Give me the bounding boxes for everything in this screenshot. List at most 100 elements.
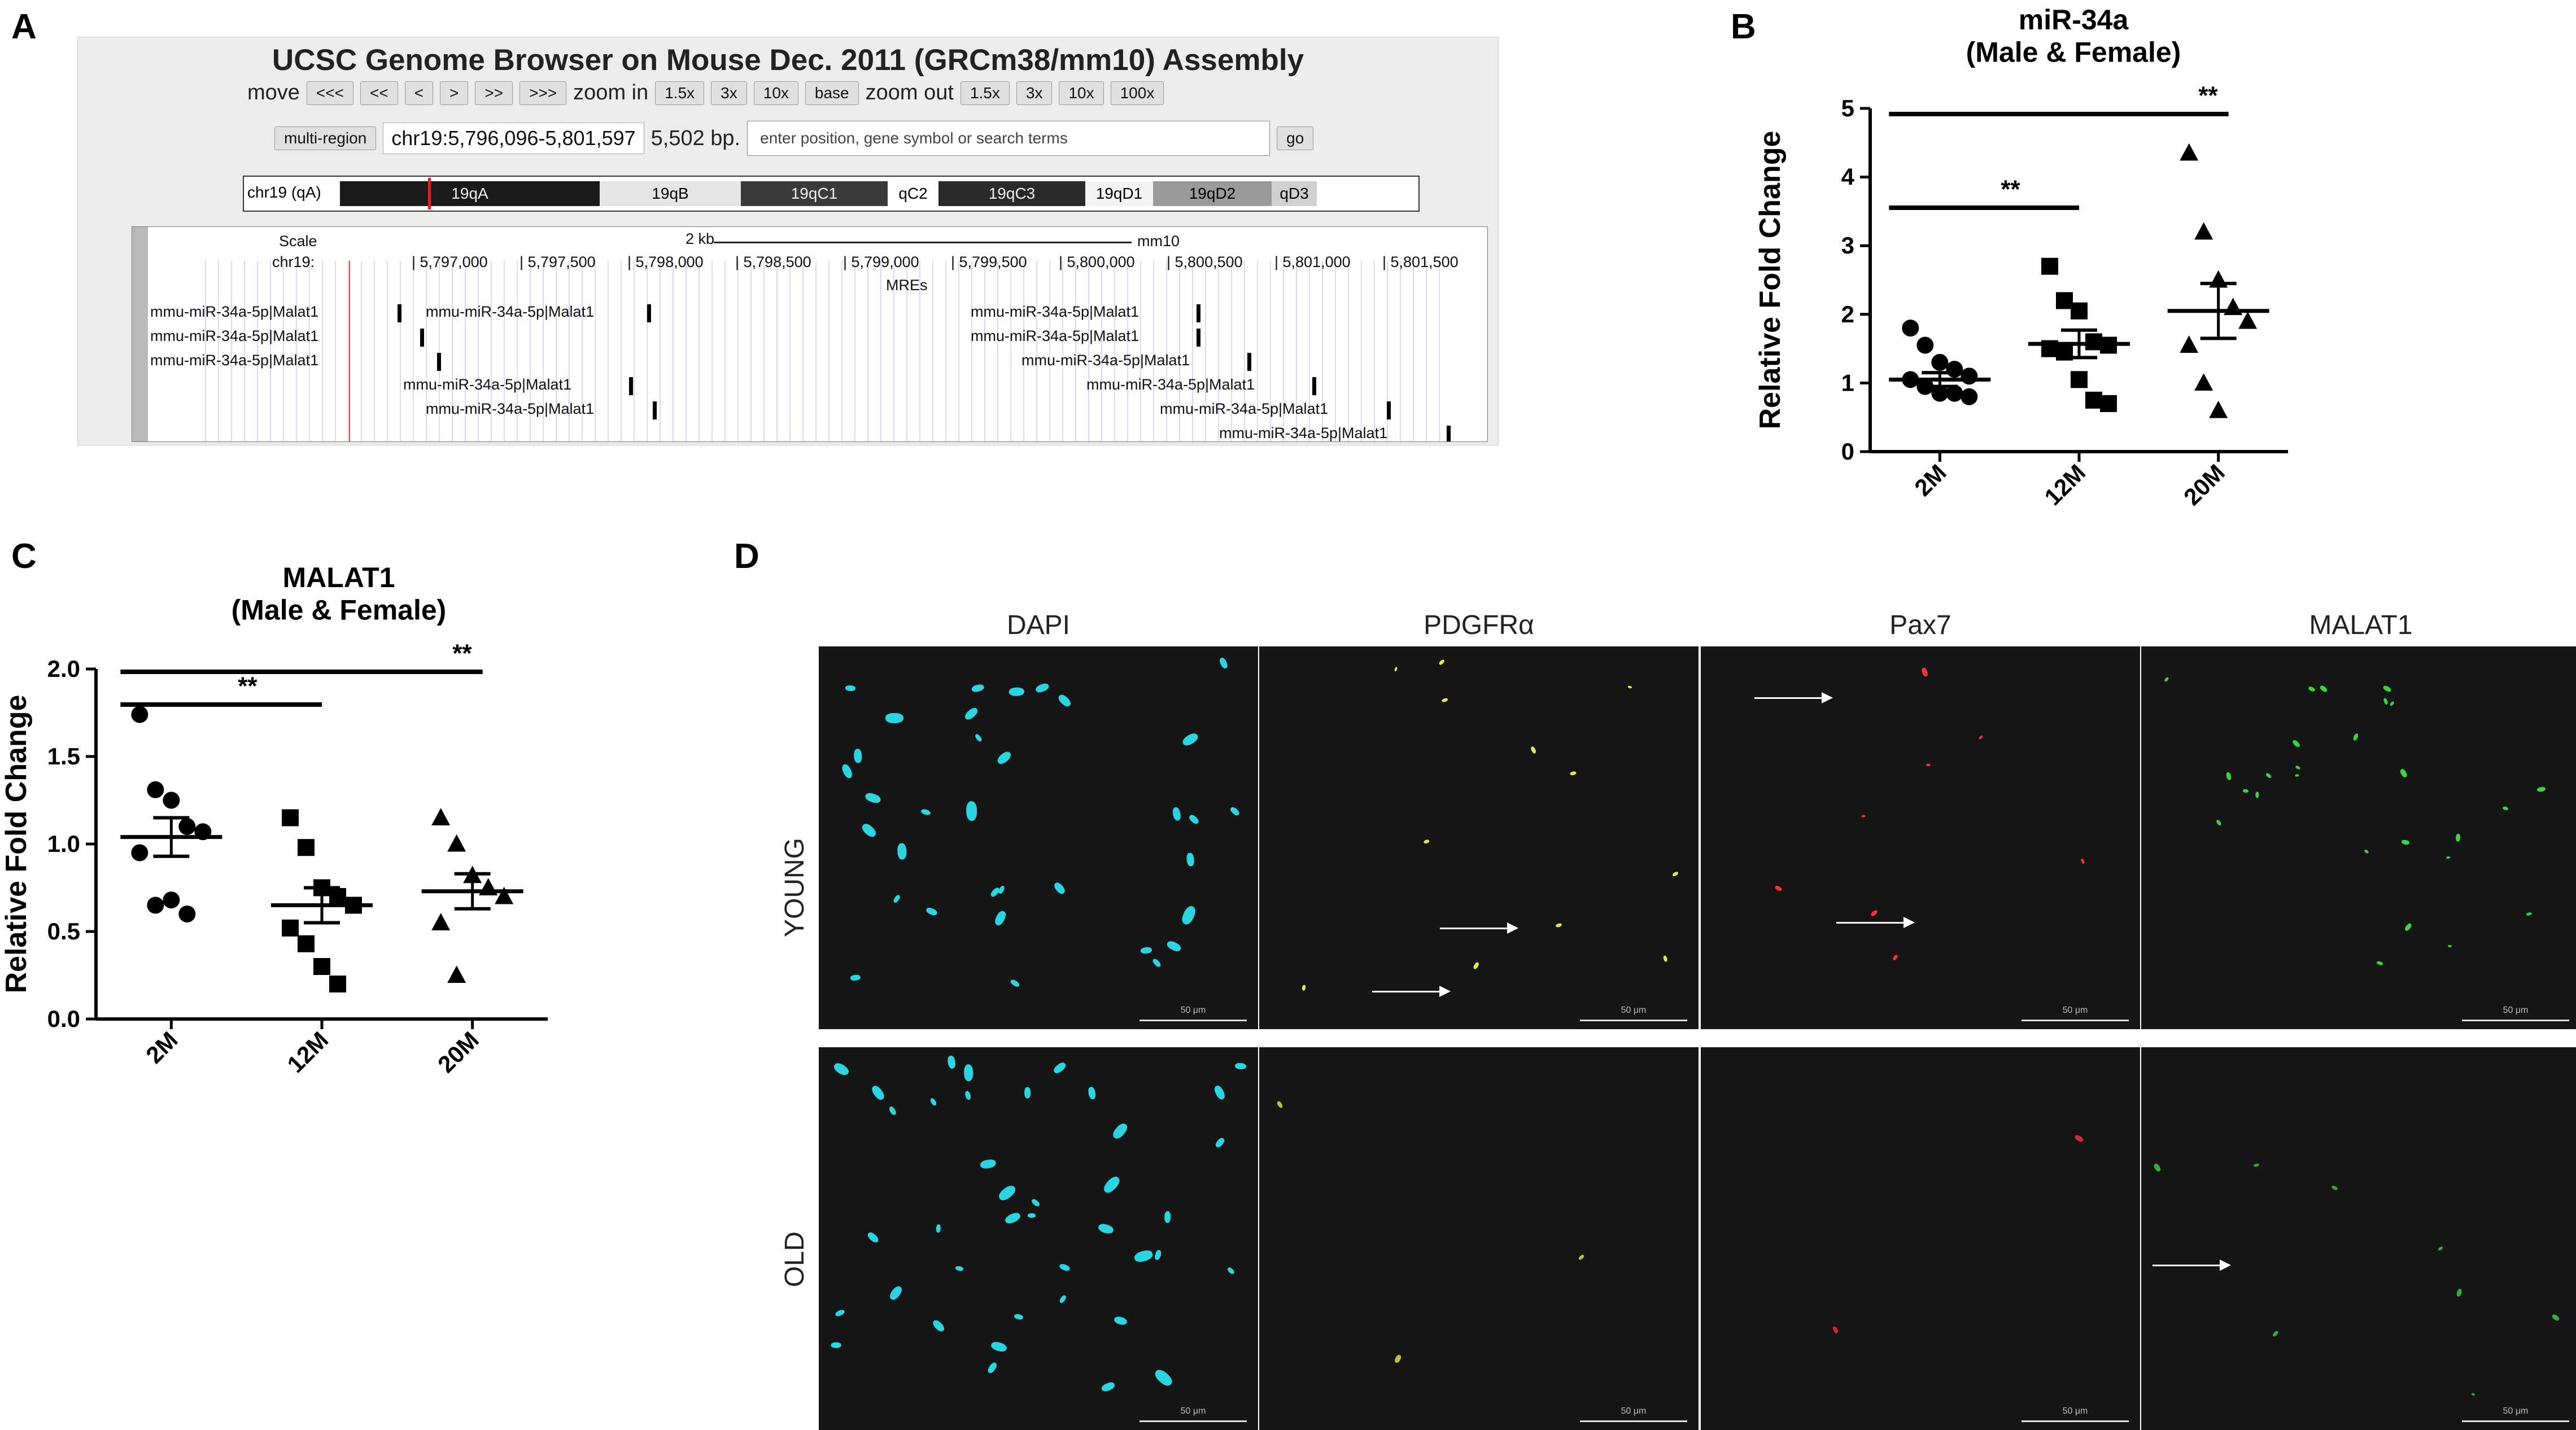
stained-cell bbox=[955, 1265, 964, 1272]
micrograph-young-malat1: 50 μm bbox=[2141, 646, 2576, 1029]
zoom-in-3x-button[interactable]: 3x bbox=[711, 81, 747, 105]
data-point bbox=[2194, 373, 2213, 391]
stained-cell bbox=[831, 1342, 841, 1349]
move-far-left-button[interactable]: <<< bbox=[306, 81, 353, 105]
data-point bbox=[447, 965, 466, 983]
scale-bar-label: 50 μm bbox=[2503, 1005, 2529, 1015]
zoom-in-1-5x-button[interactable]: 1.5x bbox=[655, 81, 705, 105]
zoom-out-100x-button[interactable]: 100x bbox=[1110, 81, 1164, 105]
coordinate-tick-label: | 5,800,500 bbox=[1167, 253, 1243, 270]
stained-cell bbox=[1113, 1315, 1128, 1326]
stained-cell bbox=[2437, 1245, 2444, 1252]
mre-feature-mark bbox=[1447, 426, 1451, 441]
x-tick-label: 12M bbox=[2039, 459, 2090, 510]
search-input[interactable]: enter position, gene symbol or search te… bbox=[747, 121, 1270, 156]
panel-d-letter: D bbox=[734, 537, 759, 576]
go-button[interactable]: go bbox=[1277, 126, 1314, 150]
multi-region-button[interactable]: multi-region bbox=[274, 126, 377, 150]
move-right-button[interactable]: >> bbox=[475, 81, 513, 105]
coordinate-tick-label: | 5,798,000 bbox=[627, 253, 704, 270]
stained-cell bbox=[974, 733, 984, 743]
stained-cell bbox=[2163, 676, 2169, 683]
stained-cell bbox=[1394, 666, 1398, 672]
stained-cell bbox=[1578, 1253, 1585, 1261]
stained-cell bbox=[1133, 1248, 1154, 1264]
band-19qC3: 19qC3 bbox=[938, 181, 1085, 206]
micrograph-young-pdgfr: 50 μm bbox=[1259, 646, 1699, 1029]
significance-label: ** bbox=[1999, 176, 2020, 203]
data-point bbox=[447, 834, 466, 852]
stained-cell bbox=[1627, 685, 1632, 688]
scale-bar-label: 50 μm bbox=[1180, 1005, 1206, 1015]
panel-c-letter: C bbox=[11, 537, 37, 576]
data-point bbox=[282, 809, 299, 826]
stained-cell bbox=[1892, 954, 1899, 961]
mre-feature-label: mmu-miR-34a-5p|Malat1 bbox=[1160, 400, 1329, 417]
stained-cell bbox=[2456, 1288, 2463, 1297]
y-axis-label: Relative Fold Change bbox=[1754, 131, 1787, 430]
zoom-out-3x-button[interactable]: 3x bbox=[1016, 81, 1053, 105]
mre-feature-label: mmu-miR-34a-5p|Malat1 bbox=[426, 303, 595, 320]
panel-a-letter: A bbox=[11, 7, 37, 46]
x-tick-label: 20M bbox=[433, 1026, 484, 1078]
stained-cell bbox=[2216, 819, 2223, 826]
track-display[interactable]: Scale 2 kb mm10 chr19: MREs | 5,797,000 |… bbox=[132, 226, 1488, 442]
stained-cell bbox=[1101, 1380, 1116, 1393]
scale-value: 2 kb bbox=[686, 230, 715, 247]
stained-cell bbox=[1926, 764, 1931, 767]
scale-bar-label: 50 μm bbox=[2062, 1406, 2088, 1416]
stained-cell bbox=[1438, 659, 1446, 666]
stained-cell bbox=[1003, 1211, 1022, 1226]
significance-label: ** bbox=[451, 640, 471, 667]
stained-cell bbox=[1031, 1197, 1041, 1208]
stained-cell bbox=[2225, 771, 2232, 781]
stained-cell bbox=[1058, 1263, 1071, 1272]
stained-cell bbox=[2319, 685, 2328, 693]
data-point bbox=[2071, 302, 2088, 320]
stained-cell bbox=[2401, 839, 2410, 845]
stained-cell bbox=[947, 1055, 957, 1069]
stained-cell bbox=[845, 685, 855, 692]
stained-cell bbox=[2295, 775, 2299, 777]
y-tick-label: 1.0 bbox=[47, 830, 80, 857]
zoom-out-10x-button[interactable]: 10x bbox=[1059, 81, 1104, 105]
track-name: MREs bbox=[886, 277, 928, 294]
move-step-left-button[interactable]: < bbox=[404, 81, 434, 105]
y-tick-label: 2 bbox=[1841, 301, 1854, 327]
mre-feature-mark bbox=[420, 329, 424, 347]
y-tick-label: 2.0 bbox=[47, 655, 80, 682]
mre-feature-mark bbox=[1387, 401, 1391, 419]
position-field[interactable]: chr19:5,796,096-5,801,597 bbox=[383, 123, 644, 154]
assembly-label: mm10 bbox=[1137, 233, 1180, 250]
mre-feature-label: mmu-miR-34a-5p|Malat1 bbox=[150, 327, 319, 344]
chromosome-ideogram[interactable]: chr19 (qA) 19qA 19qB 19qC1 qC2 19qC3 19q… bbox=[243, 176, 1420, 212]
track-side-bar[interactable] bbox=[132, 227, 148, 441]
move-left-button[interactable]: << bbox=[360, 81, 398, 105]
coordinate-tick-label: | 5,801,000 bbox=[1274, 253, 1351, 270]
band-19qA: 19qA bbox=[340, 181, 600, 206]
micrograph-old-malat1: 50 μm bbox=[2141, 1047, 2576, 1430]
data-point bbox=[298, 935, 315, 952]
stained-cell bbox=[1302, 984, 1307, 991]
malat1-chart: MALAT1(Male & Female) 0.0 0.5 1.0 1.5 2.0 Rela… bbox=[0, 562, 548, 1078]
move-step-right-button[interactable]: > bbox=[440, 81, 469, 105]
stained-cell bbox=[840, 762, 854, 780]
stained-cell bbox=[2382, 684, 2392, 693]
row-label-young: YOUNG bbox=[780, 837, 810, 937]
stained-cell bbox=[1140, 947, 1152, 955]
stained-cell bbox=[2272, 1330, 2280, 1337]
data-point bbox=[1931, 384, 1949, 402]
stained-cell bbox=[854, 749, 863, 763]
stained-cell bbox=[1921, 667, 1929, 677]
stained-cell bbox=[1423, 839, 1430, 844]
move-far-right-button[interactable]: >>> bbox=[519, 81, 567, 105]
zoom-in-10x-button[interactable]: 10x bbox=[753, 81, 798, 105]
zoom-out-1-5x-button[interactable]: 1.5x bbox=[960, 81, 1010, 105]
stained-cell bbox=[1394, 1354, 1403, 1365]
col-label-pdgfra: PDGFRα bbox=[1424, 610, 1534, 640]
stained-cell bbox=[996, 750, 1013, 766]
zoom-in-base-button[interactable]: base bbox=[805, 81, 859, 105]
stained-cell bbox=[1671, 871, 1679, 877]
scale-bar: 50 μm bbox=[1580, 1406, 1687, 1422]
stained-cell bbox=[1009, 978, 1020, 988]
